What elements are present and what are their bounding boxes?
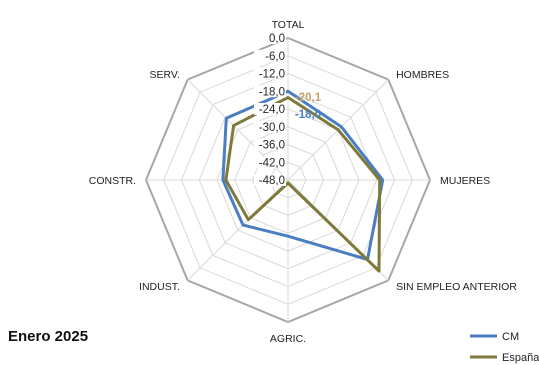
radar-grid (144, 36, 432, 324)
tick-label-bg (254, 32, 286, 44)
category-labels: TOTAL HOMBRES MUJERES SIN EMPLEO ANTERIOR AG… (89, 19, 518, 345)
legend-label-espana: España (502, 352, 539, 364)
radial-tick-label: -30,0 (259, 122, 285, 134)
radial-tick-label: -24,0 (259, 104, 285, 116)
series-cm-point (287, 90, 289, 93)
tick-label-bg (254, 156, 286, 169)
radial-tick-labels: 0,0 -6,0 -12,0 -18,0 -24,0 -30,0 -36,0 -42,0 -48… (254, 32, 286, 187)
series-espana-point (247, 218, 250, 221)
series-cm-point (242, 224, 244, 226)
tick-label-bg (254, 67, 286, 80)
legend-label-cm: CM (502, 331, 519, 343)
category-label-indust: INDUST. (139, 281, 180, 293)
series-espana-point (378, 270, 380, 272)
radial-tick-label: -18,0 (259, 86, 285, 98)
series-cm-point (381, 179, 384, 181)
radial-tick-label: 0,0 (269, 33, 285, 45)
data-label-cm: -18,0 (295, 109, 321, 121)
legend: CM España (470, 331, 539, 364)
data-labels: -20,1 -18,0 (295, 92, 322, 121)
category-label-constr: CONSTR. (89, 175, 136, 187)
category-label-total: TOTAL (272, 19, 305, 31)
series-espana-point (378, 179, 381, 181)
radar-series (221, 89, 385, 273)
period-label: Enero 2025 (8, 328, 88, 345)
tick-label-bg (254, 138, 286, 151)
series-cm-point (222, 179, 224, 181)
category-label-sin-empleo-anterior: SIN EMPLEO ANTERIOR (396, 281, 517, 293)
radial-tick-label: -42,0 (259, 157, 285, 169)
tick-label-bg (254, 174, 286, 186)
category-label-serv: SERV. (150, 69, 180, 81)
radial-tick-label: -6,0 (265, 51, 285, 63)
series-espana-point (225, 179, 227, 181)
category-label-agric: AGRIC. (270, 333, 306, 345)
series-espana-point (287, 182, 289, 184)
data-label-espana: -20,1 (295, 92, 322, 104)
series-cm-point (340, 125, 343, 128)
series-espana-point (287, 96, 289, 99)
series-espana-point (337, 129, 340, 131)
tick-label-bg (254, 49, 286, 62)
tick-label-bg (254, 120, 286, 133)
radial-tick-label: -36,0 (259, 140, 285, 152)
tick-label-bg (254, 103, 286, 115)
series-espana-point (232, 124, 235, 127)
tick-label-bg (254, 85, 286, 98)
radial-tick-label: -48,0 (259, 175, 285, 187)
category-label-hombres: HOMBRES (396, 69, 449, 81)
series-cm-point (225, 117, 228, 120)
series-cm-point (287, 235, 289, 237)
radial-tick-label: -12,0 (259, 69, 285, 81)
category-label-mujeres: MUJERES (440, 175, 490, 187)
